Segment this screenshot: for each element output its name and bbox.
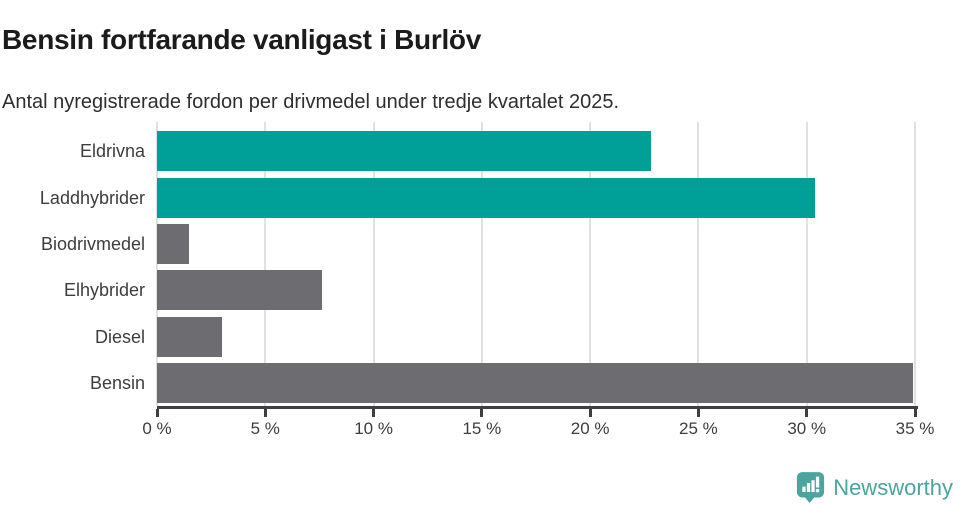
gridline <box>914 122 916 406</box>
x-axis-tick <box>913 409 917 417</box>
x-axis-tick <box>805 409 809 417</box>
page-title: Bensin fortfarande vanligast i Burlöv <box>2 23 481 55</box>
bar-biodrivmedel <box>157 223 190 264</box>
category-label: Biodrivmedel <box>40 233 145 254</box>
gridline <box>372 122 375 406</box>
x-axis-tick <box>696 409 700 417</box>
category-label: Laddhybrider <box>39 187 145 208</box>
x-axis-tick-label: 0 % <box>142 419 172 438</box>
gridline <box>156 122 158 406</box>
bar-diesel <box>157 316 222 357</box>
x-axis-tick <box>588 409 592 417</box>
category-label: Bensin <box>89 372 145 393</box>
x-axis-line <box>157 406 918 409</box>
chart-subtitle: Antal nyregistrerade fordon per drivmede… <box>2 91 620 113</box>
gridline <box>697 122 700 406</box>
x-axis-tick <box>263 409 267 417</box>
x-axis-tick-label: 15 % <box>462 419 502 438</box>
newsworthy-wordmark: Newsworthy <box>833 474 953 500</box>
bar-bensin <box>157 362 913 403</box>
x-axis-tick <box>372 409 376 417</box>
bar-chart: 0 % 5 % 10 % 15 % 20 % 25 % 30 % 35 % Eldrivna La… <box>39 122 935 438</box>
x-axis-tick-label: 35 % <box>895 419 935 438</box>
bar-elhybrider <box>157 270 322 311</box>
x-axis-tick-label: 30 % <box>787 419 827 438</box>
x-axis-tick-label: 20 % <box>570 419 610 438</box>
category-label: Eldrivna <box>79 141 145 162</box>
gridline <box>805 122 808 406</box>
x-axis-tick <box>155 409 159 417</box>
newsworthy-barchart-bubble-icon <box>796 471 825 504</box>
bar-eldrivna <box>157 131 651 172</box>
gridline <box>589 122 592 406</box>
x-axis-tick-label: 25 % <box>679 419 718 438</box>
gridline <box>264 122 267 406</box>
x-axis-tick-label: 10 % <box>354 419 393 438</box>
x-axis-tick-label: 5 % <box>250 419 280 438</box>
bar-laddhybrider <box>157 177 816 218</box>
newsworthy-logo: Newsworthy <box>796 471 953 504</box>
category-label: Elhybrider <box>63 280 145 301</box>
category-label: Diesel <box>94 326 145 347</box>
gridline <box>480 122 483 406</box>
x-axis-tick <box>480 409 484 417</box>
